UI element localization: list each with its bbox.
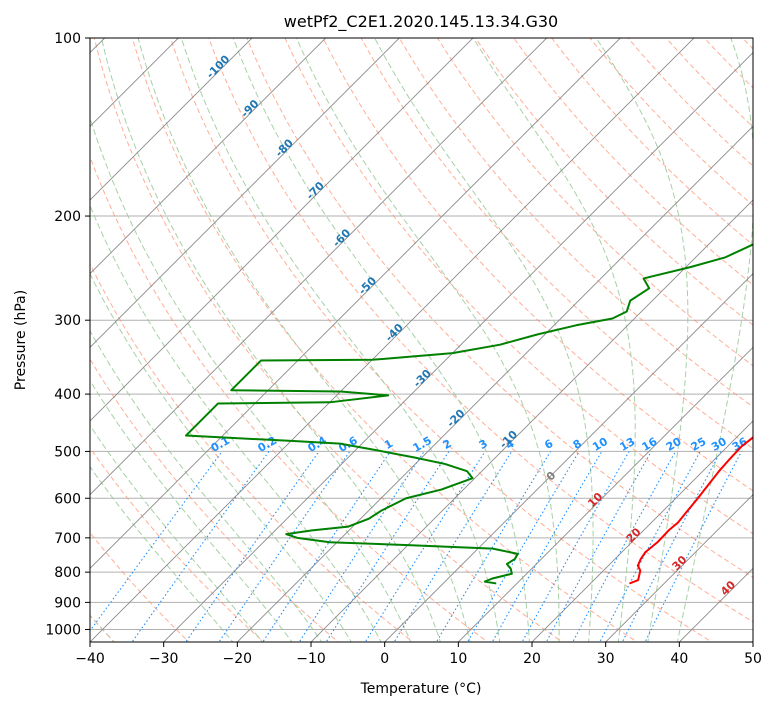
x-tick-label: −20 <box>223 651 253 667</box>
profile-series <box>184 243 753 585</box>
dry-adiabat-line <box>474 38 753 326</box>
mixing-ratio-lines <box>90 451 742 642</box>
isotherm-line <box>531 420 753 642</box>
x-tick-label: 50 <box>744 651 762 667</box>
mixing-ratio-line <box>90 451 223 632</box>
isotherm-line <box>310 199 753 642</box>
moist-adiabat-line <box>90 204 382 642</box>
dry-adiabat-line <box>90 155 489 642</box>
mixing-ratio-line <box>621 451 722 642</box>
dry-adiabat-line <box>436 38 753 367</box>
dry-adiabat-line <box>90 358 340 642</box>
y-tick-label: 200 <box>54 209 81 225</box>
mixing-ratio-line <box>131 451 270 642</box>
dry-adiabat-line <box>360 38 753 450</box>
y-tick-label: 1000 <box>45 622 81 638</box>
y-tick-label: 300 <box>54 313 81 329</box>
y-tick-label: 100 <box>54 31 81 47</box>
dry-adiabat-line <box>90 262 414 642</box>
mixing-ratio-line <box>364 451 486 642</box>
moist-adiabat-line <box>90 379 293 642</box>
mixing-ratio-line <box>435 451 552 642</box>
dry-adiabat-line <box>169 38 713 642</box>
y-axis-label: Pressure (hPa) <box>13 290 29 390</box>
moist-adiabat-line <box>232 38 530 642</box>
y-tick-label: 700 <box>54 531 81 547</box>
mixing-ratio-line <box>218 451 351 642</box>
moist-adiabat-line <box>374 38 594 642</box>
x-tick-label: 20 <box>523 651 541 667</box>
dry-adiabat-line <box>93 38 564 642</box>
chart-title: wetPf2_C2E1.2020.145.13.34.G30 <box>284 12 558 32</box>
isotherm-line <box>90 38 695 642</box>
mixing-ratio-line <box>393 451 513 642</box>
mixing-ratio-line <box>466 451 580 642</box>
moist-adiabat-line <box>90 424 264 642</box>
isotherm-line <box>90 38 400 348</box>
mixing-ratio-line <box>545 451 652 642</box>
x-tick-label: 10 <box>449 651 467 667</box>
moist-adiabat-line <box>472 38 636 642</box>
moist-adiabat-line <box>90 465 234 642</box>
moist-adiabat-line <box>595 38 689 642</box>
isotherm-line <box>90 38 474 422</box>
y-tick-label: 800 <box>54 565 81 581</box>
x-tick-label: −30 <box>149 651 179 667</box>
isotherms <box>90 38 753 642</box>
dry-adiabat-line <box>322 38 753 492</box>
dry-adiabats <box>90 38 753 642</box>
x-tick-label: 30 <box>597 651 615 667</box>
isotherm-line <box>163 52 753 642</box>
isotherm-line <box>90 38 253 201</box>
x-tick-label: −40 <box>75 651 105 667</box>
isotherm-line <box>90 38 621 569</box>
mixing-ratio-line <box>262 451 391 642</box>
isotherm-line <box>90 38 179 127</box>
mixing-ratio-line <box>572 451 677 642</box>
dry-adiabat-line <box>131 38 638 642</box>
isotherm-line <box>90 38 327 275</box>
x-tick-label: 0 <box>380 651 389 667</box>
y-tick-label: 900 <box>54 595 81 611</box>
moist-adiabat-line <box>100 38 441 642</box>
x-tick-label: −10 <box>296 651 326 667</box>
isotherm-line <box>605 494 753 642</box>
moist-adiabat-line <box>90 272 352 642</box>
dewpoint-profile-line <box>184 243 753 585</box>
y-tick-label: 400 <box>54 387 81 403</box>
isotherm-line <box>457 346 753 642</box>
x-axis-label: Temperature (°C) <box>360 681 482 697</box>
dry-adiabat-line <box>284 38 753 535</box>
mixing-ratio-line <box>599 451 701 642</box>
moist-adiabat-line <box>295 38 560 642</box>
moist-adiabat-line <box>180 38 501 642</box>
axis-ticks: −40 −30 −20 −10 0 10 20 30 40 50 100 200 300 400 500 60… <box>45 31 762 667</box>
dry-adiabat-line <box>208 38 753 623</box>
moist-adiabat-line <box>90 329 323 642</box>
y-tick-label: 500 <box>54 444 81 460</box>
x-tick-label: 40 <box>670 651 688 667</box>
y-tick-label: 600 <box>54 491 81 507</box>
dry-adiabat-line <box>246 38 753 578</box>
temperature-profile-line <box>629 436 753 585</box>
mixing-ratio-line <box>185 451 320 642</box>
plot-frame <box>89 37 754 643</box>
horizontal-gridlines <box>90 38 753 630</box>
isotherm-line <box>384 273 753 642</box>
moist-adiabat-line <box>90 116 412 642</box>
mixing-ratio-line <box>298 451 425 642</box>
isotherm-line <box>90 38 548 496</box>
dry-adiabat-line <box>90 531 190 642</box>
